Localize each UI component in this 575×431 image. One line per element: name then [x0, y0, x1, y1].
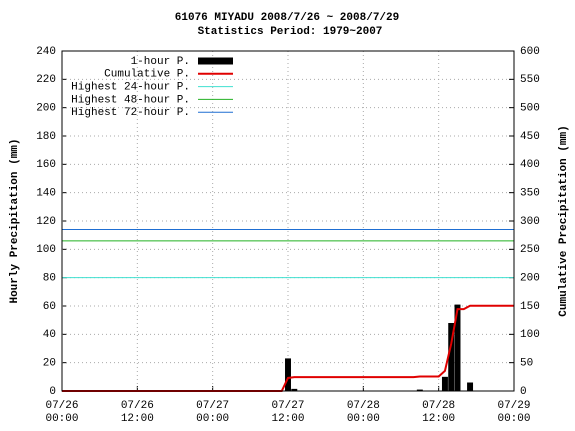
y-tick-label: 220 [36, 74, 56, 86]
legend-label: 1-hour P. [131, 56, 190, 68]
bar [416, 389, 423, 391]
y2-tick-label: 550 [520, 74, 540, 86]
chart-subtitle: Statistics Period: 1979~2007 [198, 26, 383, 38]
legend-label: Highest 48-hour P. [71, 94, 190, 106]
y2-tick-label: 200 [520, 273, 540, 285]
legend-swatch [198, 57, 233, 65]
y-tick-label: 180 [36, 131, 56, 143]
y-tick-label: 100 [36, 244, 56, 256]
bar [448, 323, 455, 391]
y2-tick-label: 450 [520, 131, 540, 143]
x-tick-label: 07/26 [121, 400, 154, 412]
y-tick-label: 200 [36, 103, 56, 115]
y-tick-label: 60 [43, 301, 56, 313]
y-tick-label: 0 [49, 386, 56, 398]
plot-frame [61, 50, 515, 392]
y-tick-label: 80 [43, 273, 56, 285]
x-tick-label: 12:00 [271, 413, 304, 425]
x-tick-label: 07/28 [422, 400, 455, 412]
y2-tick-label: 250 [520, 244, 540, 256]
bar [441, 376, 448, 391]
cumulative-line [62, 304, 514, 392]
y-axis-label: Hourly Precipitation (mm) [9, 138, 21, 303]
y2-tick-label: 300 [520, 216, 540, 228]
bar [454, 304, 461, 391]
y2-tick-label: 150 [520, 301, 540, 313]
bar [291, 388, 298, 391]
x-tick-label: 07/27 [271, 400, 304, 412]
bar [285, 358, 291, 391]
y2-tick-label: 0 [520, 386, 527, 398]
y2-tick-label: 400 [520, 159, 540, 171]
x-tick-label: 00:00 [347, 413, 380, 425]
x-tick-label: 12:00 [121, 413, 154, 425]
y-tick-label: 40 [43, 329, 56, 341]
legend-label: Cumulative P. [104, 69, 190, 81]
x-tick-label: 07/26 [45, 400, 78, 412]
bar [467, 382, 474, 391]
y-tick-label: 20 [43, 358, 56, 370]
x-tick-label: 00:00 [196, 413, 229, 425]
x-tick-label: 07/27 [196, 400, 229, 412]
y-tick-label: 140 [36, 188, 56, 200]
y-tick-label: 240 [36, 46, 56, 58]
y2-tick-label: 50 [520, 358, 533, 370]
y-tick-label: 160 [36, 159, 56, 171]
y2-tick-label: 350 [520, 188, 540, 200]
y-tick-label: 120 [36, 216, 56, 228]
x-tick-label: 12:00 [422, 413, 455, 425]
y2-tick-label: 600 [520, 46, 540, 58]
x-tick-label: 07/29 [497, 400, 530, 412]
x-tick-label: 00:00 [45, 413, 78, 425]
x-tick-label: 00:00 [497, 413, 530, 425]
legend-label: Highest 24-hour P. [71, 82, 190, 94]
chart-title: 61076 MIYADU 2008/7/26 ~ 2008/7/29 [175, 12, 399, 24]
y2-axis-label: Cumulative Precipitation (mm) [558, 125, 570, 316]
y2-tick-label: 500 [520, 103, 540, 115]
x-tick-label: 07/28 [347, 400, 380, 412]
y2-tick-label: 100 [520, 329, 540, 341]
legend-label: Highest 72-hour P. [71, 107, 190, 119]
